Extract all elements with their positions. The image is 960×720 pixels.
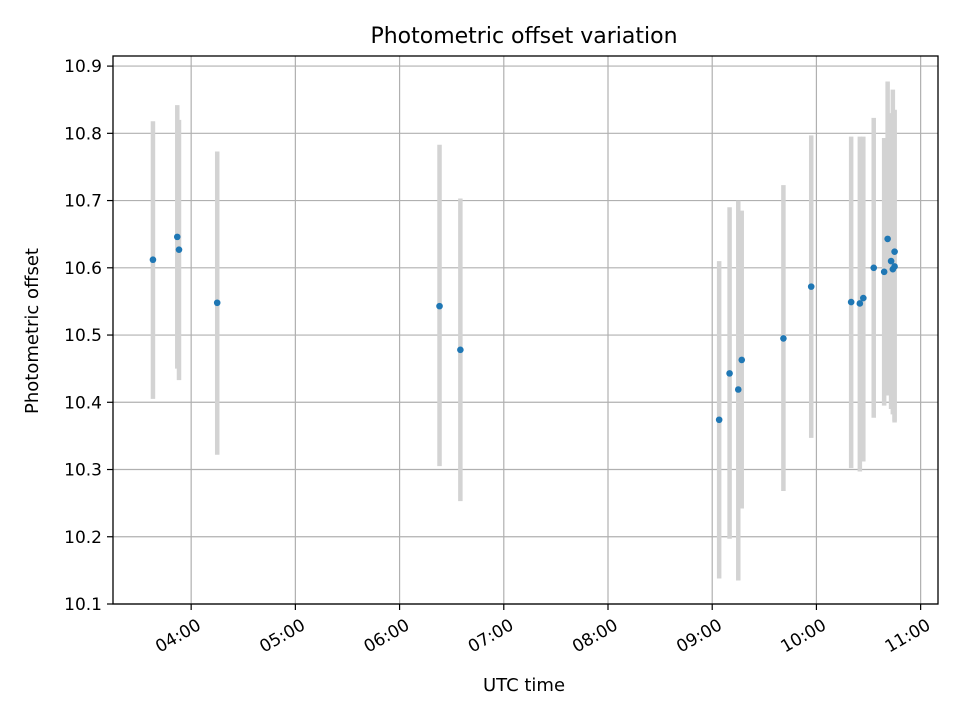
y-tick-label: 10.5 [64,326,102,346]
data-point [884,235,891,243]
data-point [847,298,855,306]
data-point [880,268,888,276]
data-point [436,302,443,310]
grid [113,56,938,605]
y-tick-label: 10.7 [64,192,102,212]
data-point [891,263,898,270]
data-point [175,246,183,253]
data-point [173,233,181,241]
data-point [715,416,723,424]
data-point [860,294,867,302]
y-tick-label: 10.3 [64,461,102,481]
chart-title: Photometric offset variation [370,24,677,49]
y-axis-label: Photometric offset [22,248,43,414]
data-point [780,335,787,342]
y-tick-label: 10.9 [64,57,102,77]
y-tick-label: 10.4 [64,393,102,413]
data-point [149,256,157,264]
data-point [213,299,221,307]
y-tick-label: 10.6 [64,259,102,279]
y-tick-label: 10.1 [64,595,102,615]
data-point [734,386,742,393]
data-point [738,356,746,364]
data-point [856,300,864,307]
x-axis-label: UTC time [483,675,565,696]
data-points [149,233,898,424]
data-point [726,370,733,377]
data-point [887,257,895,265]
data-point [891,248,898,255]
y-tick-label: 10.8 [64,124,102,144]
data-point [870,264,878,272]
y-axis: 10.1 10.2 10.3 10.4 10.5 10.6 10.7 10.8 10.9 [64,57,113,615]
y-tick-label: 10.2 [64,528,102,548]
data-point [457,346,464,354]
data-point [807,283,815,290]
plot-frame [112,55,939,605]
